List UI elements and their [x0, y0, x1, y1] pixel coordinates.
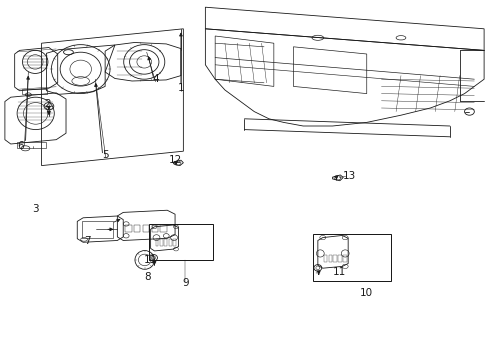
Text: 11: 11: [332, 267, 346, 277]
Bar: [22, 89, 47, 94]
Bar: [151, 225, 158, 232]
Bar: [164, 239, 167, 246]
Bar: [323, 255, 326, 262]
Text: 10: 10: [360, 288, 372, 298]
Bar: [125, 225, 131, 232]
Bar: [160, 225, 166, 232]
Text: 12: 12: [168, 155, 182, 165]
Bar: [173, 239, 176, 246]
Bar: [142, 225, 149, 232]
Bar: [343, 255, 346, 262]
Bar: [328, 255, 331, 262]
Bar: [168, 239, 171, 246]
Bar: [134, 225, 140, 232]
Text: 8: 8: [144, 272, 151, 282]
Bar: [160, 239, 163, 246]
Text: 11: 11: [143, 255, 157, 265]
Bar: [333, 255, 336, 262]
Text: 13: 13: [342, 171, 355, 181]
Text: 1: 1: [177, 83, 184, 93]
Text: 2: 2: [44, 99, 51, 109]
Bar: [312, 234, 390, 281]
Bar: [155, 239, 158, 246]
Bar: [17, 142, 46, 148]
Text: 3: 3: [32, 204, 39, 214]
Bar: [82, 221, 113, 238]
Text: 6: 6: [17, 141, 24, 151]
Bar: [338, 255, 341, 262]
Text: 5: 5: [102, 150, 109, 160]
Bar: [149, 224, 212, 260]
Text: 4: 4: [152, 74, 159, 84]
Text: 9: 9: [182, 278, 189, 288]
Text: 7: 7: [83, 236, 90, 246]
